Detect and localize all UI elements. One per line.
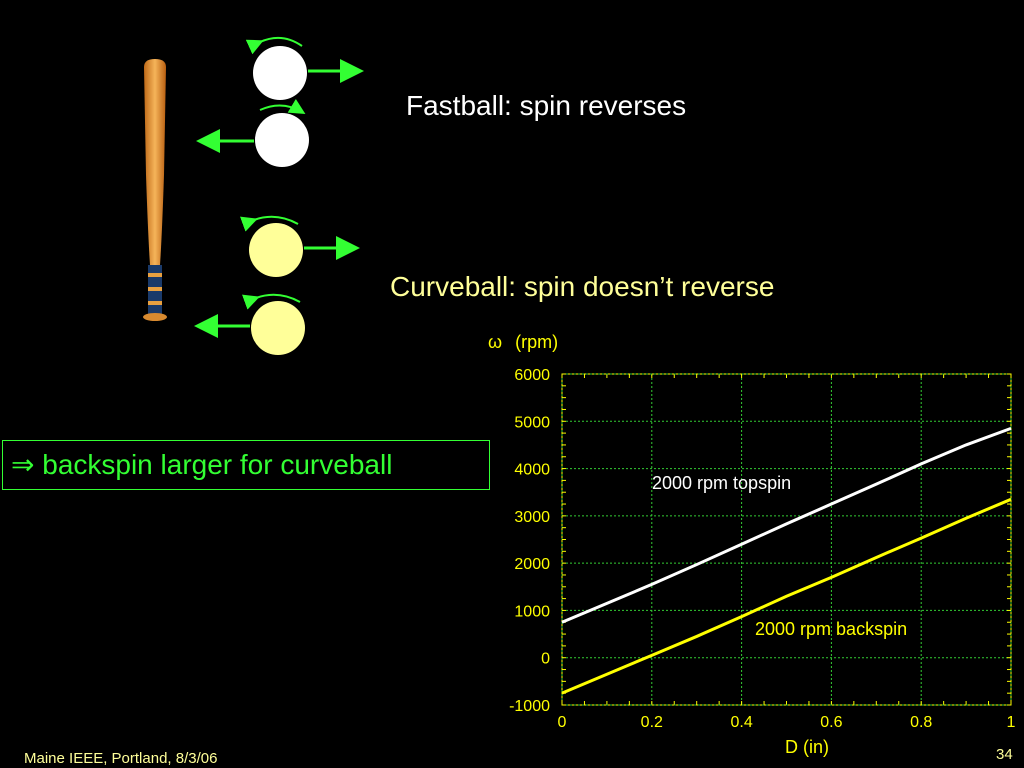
x-tick-label: 1 <box>1007 714 1016 731</box>
y-tick-label: 2000 <box>514 556 550 573</box>
omega-symbol: ω <box>488 332 502 352</box>
spin-arrow-icon <box>241 293 301 310</box>
y-tick-label: 6000 <box>514 367 550 384</box>
x-tick-label: 0 <box>558 714 567 731</box>
y-tick-label: 0 <box>541 651 550 668</box>
y-tick-label: -1000 <box>509 698 550 715</box>
fastball-title: Fastball: spin reverses <box>406 90 687 121</box>
chart-series: 2000 rpm topspin 2000 rpm backspin <box>561 426 1012 695</box>
y-axis-label: ω (rpm) <box>488 332 558 352</box>
y-tick-label: 5000 <box>514 414 550 431</box>
x-tick-label: 0.2 <box>641 714 663 731</box>
x-tick-label: 0.8 <box>910 714 932 731</box>
y-tick-label: 1000 <box>514 603 550 620</box>
y-tick-label: 3000 <box>514 509 550 526</box>
bat-illustration <box>143 59 167 321</box>
chart-grid <box>561 373 1012 706</box>
bat-knob <box>143 313 167 321</box>
spin-chart: ω (rpm) 0 0.2 0.4 0.6 0.8 1 6000 5000 4000 3000 20… <box>488 332 1016 757</box>
series-line-topspin <box>561 426 1012 624</box>
series-line-backspin <box>561 497 1012 695</box>
footer-left: Maine IEEE, Portland, 8/3/06 <box>24 750 218 767</box>
spin-arrow-icon <box>259 98 306 115</box>
series-label-backspin: 2000 rpm backspin <box>755 619 907 639</box>
chart-ticks: 0 0.2 0.4 0.6 0.8 16000500040003000200010000-… <box>509 367 1015 731</box>
x-tick-label: 0.4 <box>730 714 752 731</box>
plot-frame <box>561 373 1012 706</box>
curveball-incoming <box>249 223 303 277</box>
spin-arrow-icon <box>239 215 299 232</box>
implies-icon: ⇒ <box>11 449 35 480</box>
series-label-topspin: 2000 rpm topspin <box>652 473 791 493</box>
page-number: 34 <box>996 746 1013 763</box>
x-tick-label: 0.6 <box>820 714 842 731</box>
y-tick-label: 4000 <box>514 462 550 479</box>
conclusion-text: backspin larger for curveball <box>34 449 393 480</box>
curveball-title: Curveball: spin doesn’t reverse <box>390 271 775 302</box>
x-axis-label: D (in) <box>785 737 829 757</box>
spin-arrow-icon <box>245 36 303 55</box>
y-axis-unit: (rpm) <box>515 332 558 352</box>
fastball-incoming <box>253 46 307 100</box>
fastball-outgoing <box>255 113 309 167</box>
conclusion-box: ⇒ backspin larger for curveball <box>2 440 490 490</box>
bat-body <box>144 59 166 265</box>
curveball-outgoing <box>251 301 305 355</box>
ball-diagram <box>194 36 364 355</box>
